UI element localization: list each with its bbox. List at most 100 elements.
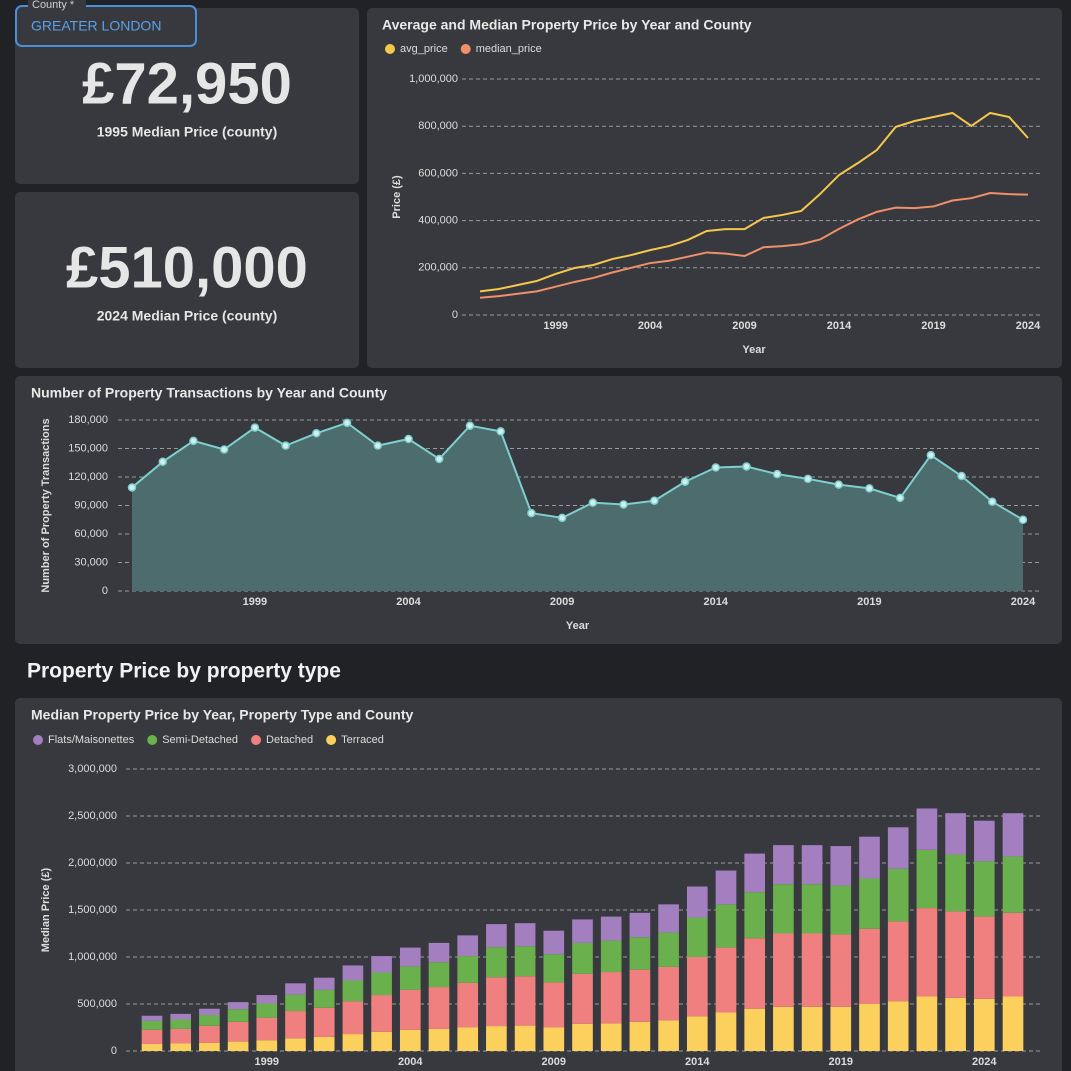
y-tick-label: 2,000,000 [68,857,117,869]
bar-segment [773,1006,794,1051]
bar-segment [543,954,565,983]
y-axis-label: Price (£) [391,175,403,219]
bar-segment [141,1020,163,1030]
bar-segment [600,972,622,1024]
bar-segment [428,987,450,1029]
bar-segment [801,933,823,1007]
y-tick-label: 60,000 [74,528,108,540]
bar-segment [572,942,593,974]
bar-segment [285,1011,306,1039]
x-tick-label: 2004 [396,596,421,608]
filter-value[interactable]: GREATER LONDON [31,18,161,34]
bar-segment [859,878,880,929]
bar-segment [313,1007,335,1037]
bar-segment [715,947,737,1013]
bar-segment [686,957,708,1017]
bar-segment [141,1029,163,1044]
bar-segment [486,947,507,978]
bar-segment [199,1025,220,1043]
bar-segment [170,1028,192,1044]
y-tick-label: 400,000 [418,215,458,227]
x-tick-label: 2004 [398,1056,423,1068]
bar-segment [371,956,392,973]
kpi-value: £510,000 [66,235,308,300]
bar-segment [371,1031,392,1051]
chart-card [367,8,1062,368]
bar-segment [486,1026,507,1051]
bar-segment [199,1042,220,1051]
y-tick-label: 2,500,000 [68,810,117,822]
bar-segment [457,1027,479,1051]
bar-segment [973,861,995,917]
x-tick-label: 2009 [732,320,756,332]
bar-segment [486,977,507,1027]
bar-segment [199,1008,220,1015]
bar-segment [973,998,995,1051]
bar-segment [342,980,364,1002]
x-tick-label: 2004 [638,320,663,332]
bar-segment [887,921,909,1002]
bar-segment [256,1003,278,1018]
bar-segment [600,916,622,941]
bar-segment [686,886,708,918]
point [465,421,475,430]
line [479,111,1029,293]
bar-segment [887,827,909,869]
bar-segment [514,923,536,947]
bar-segment [658,1020,679,1051]
bar-segment [256,1040,278,1051]
bar-segment [629,969,651,1022]
county-filter[interactable] [15,5,197,47]
y-tick-label: 600,000 [418,167,458,179]
bar-segment [773,845,794,885]
bar-segment [945,854,966,912]
y-tick-label: 200,000 [418,262,458,274]
bar-segment [1002,813,1024,857]
bar-segment [227,1009,249,1022]
y-tick-label: 1,500,000 [68,904,117,916]
point [312,429,321,438]
legend-label: Terraced [341,734,384,746]
bar-segment [399,1029,421,1051]
bar-segment [715,904,737,948]
bar-segment [457,956,479,983]
point [496,427,505,436]
bar-segment [543,930,565,955]
bar-segment [371,995,392,1032]
bar-segment [227,1041,249,1051]
bar-segment [629,912,651,938]
bar-segment [486,924,507,948]
y-tick-label: 30,000 [74,556,108,568]
bar-segment [313,977,335,990]
point [527,508,536,518]
y-tick-label: 3,000,000 [68,763,117,775]
bar-segment [830,934,852,1007]
line [131,421,1024,521]
point [281,441,290,450]
bar-segment [658,966,679,1021]
line [479,191,1029,299]
bar-segment [916,996,938,1051]
bar-segment [342,1001,364,1035]
point [588,498,598,507]
bar-segment [285,994,306,1012]
x-tick-label: 1999 [543,320,567,332]
kpi-card [15,8,359,184]
bar-segment [887,868,909,922]
bar-segment [1002,996,1024,1051]
bar-segment [514,976,536,1026]
bar-segment [399,989,421,1030]
bar-segment [830,885,852,935]
bar-segment [658,932,679,967]
bar-segment [170,1019,192,1029]
bar-segment [371,972,392,996]
bar-segment [715,1012,737,1051]
bar-segment [170,1043,192,1051]
y-axis-label: Number of Property Transactions [40,418,52,592]
bar-segment [285,983,306,995]
bar-segment [629,1021,651,1051]
point [650,496,659,505]
point [619,500,628,509]
bar-segment [945,997,966,1051]
bar-segment [313,1036,335,1051]
